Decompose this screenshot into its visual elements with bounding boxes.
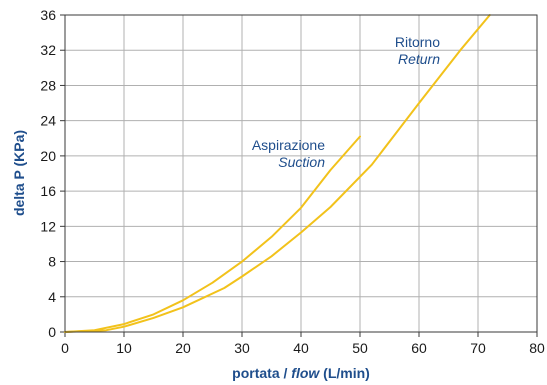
y-axis-title: delta P (KPa) [11,130,27,216]
x-tick-label: 30 [234,340,250,356]
x-axis-title-italic: flow [291,365,320,381]
y-tick-label: 16 [40,183,56,199]
x-tick-label: 10 [116,340,132,356]
y-tick-label: 12 [40,218,56,234]
annotation-return-en: Return [398,51,440,67]
series-line-return [64,14,491,333]
y-tick-label: 28 [40,77,56,93]
y-tick-label: 4 [48,289,56,305]
y-tick-label: 20 [40,148,56,164]
x-tick-labels: 0 10 20 30 40 50 60 70 80 [61,332,545,356]
x-tick-label: 80 [529,340,545,356]
y-tick-label: 32 [40,42,56,58]
x-tick-label: 50 [352,340,368,356]
y-tick-label: 36 [40,7,56,23]
x-tick-label: 40 [293,340,309,356]
x-tick-label: 20 [175,340,191,356]
y-tick-labels: 0 4 8 12 16 20 24 28 32 36 [40,7,65,340]
annotation-suction-it: Aspirazione [252,137,325,153]
annotation-suction-en: Suction [278,154,325,170]
x-axis-title: portata / flow (L/min) [232,365,370,381]
x-axis-title-main: portata / [232,365,291,381]
annotation-return-it: Ritorno [395,34,440,50]
y-tick-label: 24 [40,113,56,129]
plot-frame [64,14,538,333]
y-tick-label: 8 [48,254,56,270]
series-lines [64,14,491,333]
x-tick-label: 70 [470,340,486,356]
x-tick-label: 60 [411,340,427,356]
y-tick-label: 0 [48,324,56,340]
x-axis-title-unit: (L/min) [319,365,370,381]
x-tick-label: 0 [61,340,69,356]
series-line-suction [64,135,361,333]
